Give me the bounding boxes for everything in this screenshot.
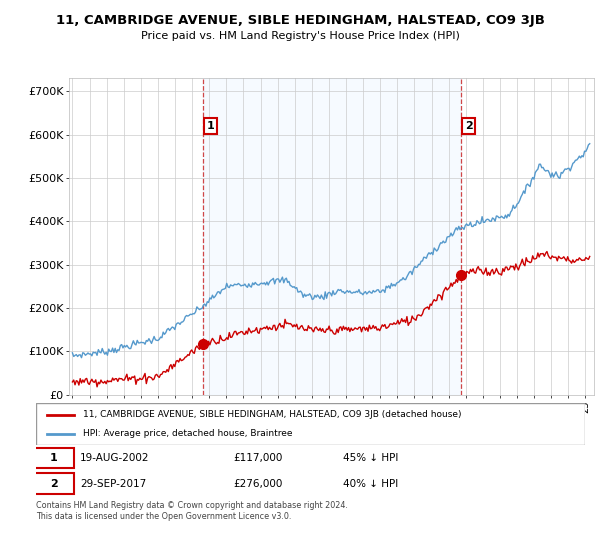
Text: £276,000: £276,000 xyxy=(233,478,283,488)
Bar xyxy=(203,78,461,395)
Text: Price paid vs. HM Land Registry's House Price Index (HPI): Price paid vs. HM Land Registry's House … xyxy=(140,31,460,41)
Text: 2: 2 xyxy=(465,121,473,131)
Text: HPI: Average price, detached house, Braintree: HPI: Average price, detached house, Brai… xyxy=(83,430,292,438)
Text: 2: 2 xyxy=(50,478,58,488)
FancyBboxPatch shape xyxy=(36,403,585,445)
FancyBboxPatch shape xyxy=(33,448,74,468)
Text: £117,000: £117,000 xyxy=(233,453,283,463)
Text: 29-SEP-2017: 29-SEP-2017 xyxy=(80,478,146,488)
Text: Contains HM Land Registry data © Crown copyright and database right 2024.
This d: Contains HM Land Registry data © Crown c… xyxy=(36,501,348,521)
Text: 1: 1 xyxy=(206,121,214,131)
Text: 11, CAMBRIDGE AVENUE, SIBLE HEDINGHAM, HALSTEAD, CO9 3JB (detached house): 11, CAMBRIDGE AVENUE, SIBLE HEDINGHAM, H… xyxy=(83,410,461,419)
FancyBboxPatch shape xyxy=(33,473,74,493)
Text: 40% ↓ HPI: 40% ↓ HPI xyxy=(343,478,398,488)
Text: 1: 1 xyxy=(50,453,58,463)
Text: 11, CAMBRIDGE AVENUE, SIBLE HEDINGHAM, HALSTEAD, CO9 3JB: 11, CAMBRIDGE AVENUE, SIBLE HEDINGHAM, H… xyxy=(56,14,544,27)
Text: 45% ↓ HPI: 45% ↓ HPI xyxy=(343,453,399,463)
Text: 19-AUG-2002: 19-AUG-2002 xyxy=(80,453,149,463)
